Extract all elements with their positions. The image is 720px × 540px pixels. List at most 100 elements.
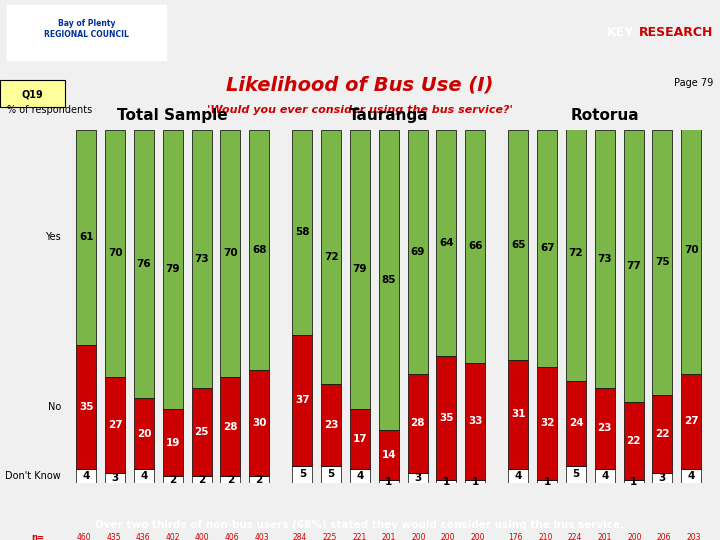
Bar [379,130,399,430]
Text: 5: 5 [572,469,580,480]
Bar [105,377,125,472]
Text: 65: 65 [511,240,526,249]
Text: 406: 406 [225,533,239,540]
Text: 19: 19 [166,437,180,448]
Text: 27: 27 [108,420,122,430]
Text: 403: 403 [254,533,269,540]
Bar [624,480,644,483]
Text: Page 79: Page 79 [673,78,713,89]
Text: 61: 61 [79,233,94,242]
Bar [508,130,528,360]
Bar [566,381,586,465]
Text: 1: 1 [443,476,450,487]
Text: 176: 176 [509,533,523,540]
Bar [465,480,485,483]
Text: 69: 69 [410,247,425,256]
Text: Likelihood of Bus Use (I): Likelihood of Bus Use (I) [226,75,494,94]
Bar [436,130,456,356]
Text: 4: 4 [601,471,608,481]
Bar [537,480,557,483]
Text: 32: 32 [540,418,554,428]
Text: 1: 1 [544,476,551,487]
Text: 201: 201 [382,533,396,540]
Bar [76,469,96,483]
Text: 70: 70 [108,248,122,259]
Text: 79: 79 [353,264,367,274]
Text: n=: n= [31,533,44,540]
Text: 35: 35 [439,413,454,423]
Text: 206: 206 [657,533,671,540]
Text: 210: 210 [539,533,553,540]
Text: 67: 67 [540,243,554,253]
Bar [220,377,240,476]
Bar [292,335,312,465]
Text: 435: 435 [107,533,121,540]
Bar [249,370,269,476]
Text: 460: 460 [76,533,91,540]
Bar [681,374,701,469]
Bar [652,472,672,483]
Bar [76,346,96,469]
Text: 72: 72 [324,252,338,262]
Bar [76,130,96,346]
Text: 4: 4 [515,471,522,481]
Bar [465,363,485,480]
Bar [321,130,341,384]
Text: 72: 72 [569,248,583,259]
Text: 200: 200 [411,533,426,540]
Text: 5: 5 [299,469,306,480]
Text: 201: 201 [598,533,612,540]
Text: 2: 2 [198,475,205,485]
Bar [220,476,240,483]
Text: 2: 2 [227,475,234,485]
Text: 68: 68 [252,245,266,255]
Text: 58: 58 [295,227,310,237]
Bar [624,402,644,480]
Bar [321,384,341,465]
Bar [292,130,312,335]
Text: 20: 20 [137,429,151,439]
Text: No: No [48,402,61,412]
Bar [537,130,557,367]
Text: 4: 4 [83,471,90,481]
Bar [249,476,269,483]
Bar [379,480,399,483]
Text: KEY: KEY [606,26,634,39]
Bar [192,476,212,483]
Text: 221: 221 [352,533,366,540]
Bar [163,130,183,409]
Text: 33: 33 [468,416,482,427]
Bar [134,399,154,469]
Bar [652,130,672,395]
Bar [350,409,370,469]
Text: 28: 28 [223,422,238,431]
Bar [595,388,615,469]
Bar [681,469,701,483]
Text: 66: 66 [468,241,482,251]
Text: 35: 35 [79,402,94,412]
Bar [192,388,212,476]
Text: 200: 200 [627,533,642,540]
Text: 225: 225 [323,533,337,540]
Text: 3: 3 [414,473,421,483]
Bar [105,130,125,377]
Bar [408,130,428,374]
Bar [321,465,341,483]
Bar [163,476,183,483]
Bar [465,130,485,363]
Text: Total Sample: Total Sample [117,107,228,123]
Bar [652,395,672,472]
Text: 70: 70 [684,245,698,255]
Text: Tauranga: Tauranga [349,107,428,123]
Text: 400: 400 [195,533,210,540]
Text: 25: 25 [194,427,209,437]
Text: 23: 23 [324,420,338,430]
Text: 4: 4 [688,471,695,481]
Text: 85: 85 [382,275,396,285]
Text: 31: 31 [511,409,526,420]
Text: 200: 200 [441,533,455,540]
Bar [292,465,312,483]
Text: 436: 436 [136,533,150,540]
Bar [105,472,125,483]
Bar [220,130,240,377]
